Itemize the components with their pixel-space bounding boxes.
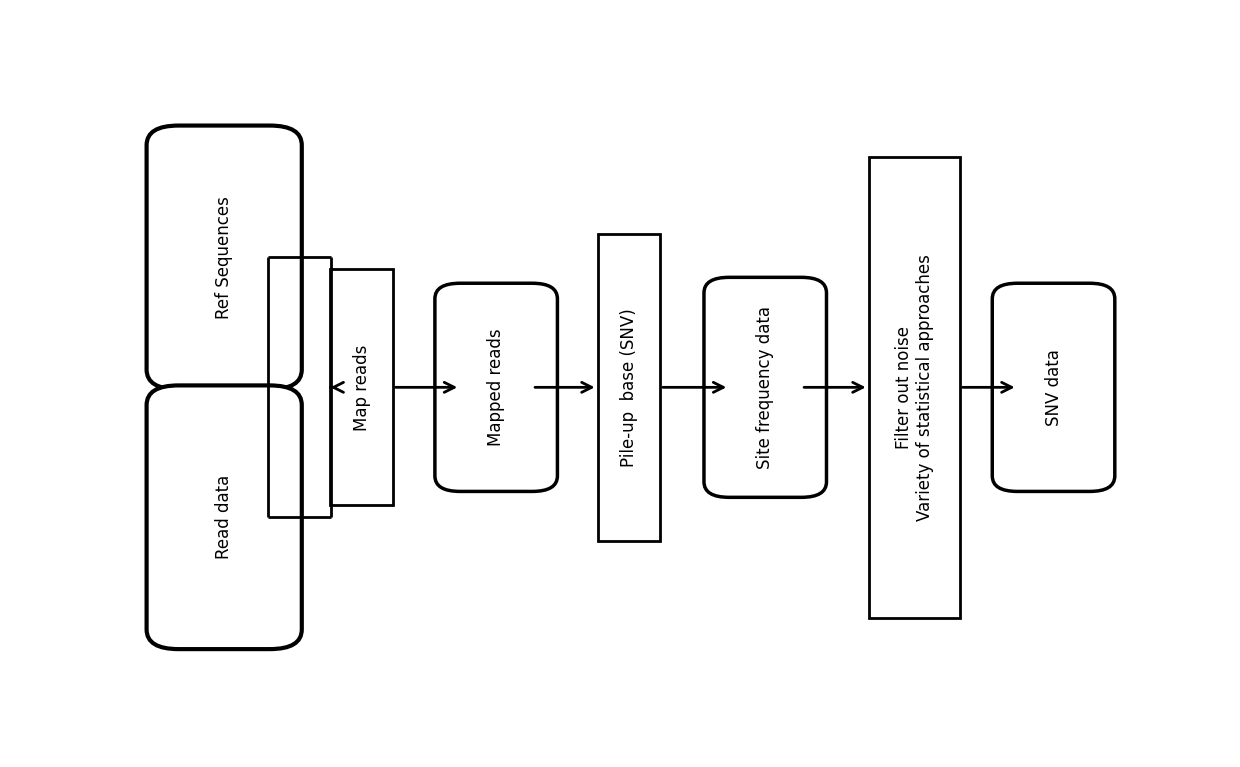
FancyBboxPatch shape [146, 385, 301, 649]
Text: Pile-up  base (SNV): Pile-up base (SNV) [620, 308, 637, 466]
FancyBboxPatch shape [992, 283, 1115, 492]
Text: Filter out noise
Variety of statistical approaches: Filter out noise Variety of statistical … [895, 254, 934, 521]
Text: Read data: Read data [216, 475, 233, 559]
Bar [598, 234, 660, 541]
Text: Mapped reads: Mapped reads [487, 328, 505, 446]
FancyBboxPatch shape [435, 283, 558, 492]
Bar [868, 157, 960, 617]
FancyBboxPatch shape [146, 126, 301, 390]
Text: Ref Sequences: Ref Sequences [216, 196, 233, 319]
Bar [330, 269, 393, 505]
Text: Site frequency data: Site frequency data [756, 306, 774, 469]
Text: Map reads: Map reads [352, 344, 371, 430]
Text: SNV data: SNV data [1044, 349, 1063, 426]
FancyBboxPatch shape [704, 278, 827, 497]
